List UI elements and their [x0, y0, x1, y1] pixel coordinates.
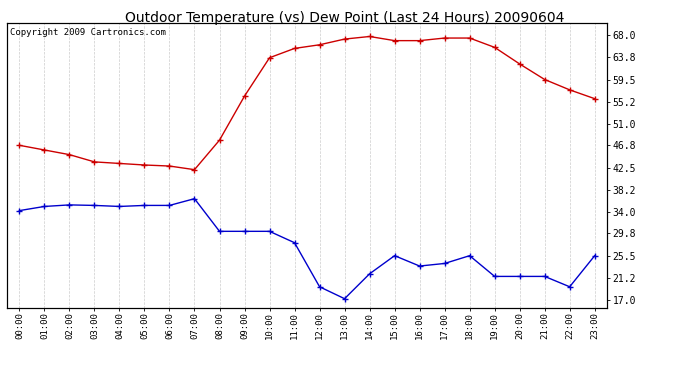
Text: Copyright 2009 Cartronics.com: Copyright 2009 Cartronics.com — [10, 28, 166, 37]
Text: Outdoor Temperature (vs) Dew Point (Last 24 Hours) 20090604: Outdoor Temperature (vs) Dew Point (Last… — [126, 11, 564, 25]
